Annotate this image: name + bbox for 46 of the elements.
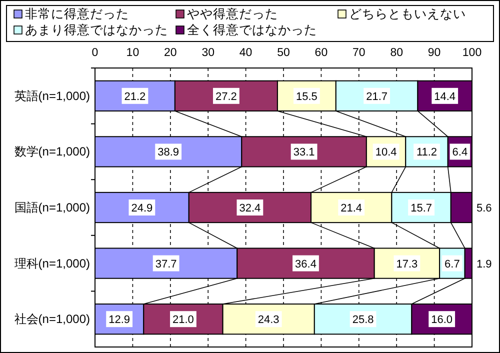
legend-label: やや得意だった xyxy=(187,7,278,21)
data-label: 16.0 xyxy=(431,314,453,326)
x-tick-label: 40 xyxy=(239,47,252,59)
data-label: 21.2 xyxy=(124,90,146,103)
x-tick-label: 70 xyxy=(352,47,366,59)
data-label: 27.2 xyxy=(215,90,237,103)
data-label: 15.5 xyxy=(296,90,318,103)
x-tick-label: 0 xyxy=(92,47,98,59)
x-tick-label: 30 xyxy=(202,47,214,59)
data-label: 38.9 xyxy=(158,146,180,159)
data-label: 32.4 xyxy=(239,202,261,214)
legend-label: どちらともいえない xyxy=(349,7,466,21)
y-tick-label: 理科(n=1,000) xyxy=(14,256,90,270)
data-label: 6.7 xyxy=(444,258,460,270)
data-label: 12.9 xyxy=(108,314,130,326)
x-tick-label: 20 xyxy=(164,47,177,59)
data-label: 21.0 xyxy=(172,314,194,326)
data-label: 11.2 xyxy=(416,146,438,159)
legend-label: 全く得意ではなかった xyxy=(187,23,317,37)
y-tick-label: 数学(n=1,000) xyxy=(14,144,90,159)
data-label: 5.6 xyxy=(476,202,492,214)
y-tick-label: 社会(n=1,000) xyxy=(14,312,90,326)
x-tick-label: 100 xyxy=(462,47,482,59)
data-label: 1.9 xyxy=(476,258,492,270)
data-label: 21.7 xyxy=(366,90,388,103)
x-tick-label: 80 xyxy=(390,47,403,59)
legend-label: あまり得意ではなかった xyxy=(25,23,168,37)
data-label: 36.4 xyxy=(295,258,316,270)
data-label: 25.8 xyxy=(352,314,374,326)
x-tick-label: 90 xyxy=(428,47,441,59)
data-label: 14.4 xyxy=(434,90,456,103)
data-label: 6.4 xyxy=(452,146,468,159)
data-label: 15.7 xyxy=(410,202,432,214)
y-tick-label: 英語(n=1,000) xyxy=(14,88,90,103)
y-tick-label: 国語(n=1,000) xyxy=(14,200,90,214)
data-label: 24.9 xyxy=(131,202,153,214)
data-label: 33.1 xyxy=(293,146,315,159)
data-label: 24.3 xyxy=(258,314,280,326)
data-label: 21.4 xyxy=(340,202,362,214)
x-tick-label: 10 xyxy=(126,47,140,59)
legend-label: 非常に得意だった xyxy=(25,7,129,21)
data-label: 37.7 xyxy=(155,258,177,270)
data-label: 17.3 xyxy=(396,258,418,270)
data-label: 10.4 xyxy=(375,146,397,159)
x-tick-label: 60 xyxy=(314,47,328,59)
x-tick-label: 50 xyxy=(277,47,290,59)
